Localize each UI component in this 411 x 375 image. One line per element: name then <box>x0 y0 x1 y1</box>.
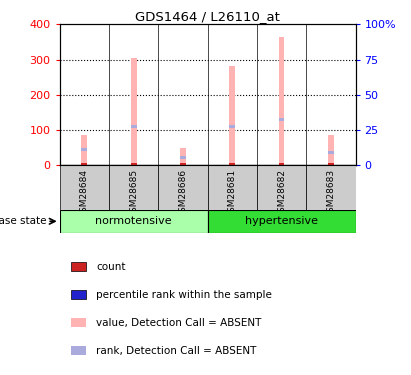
Bar <box>208 210 356 232</box>
Bar <box>71 346 85 355</box>
Bar <box>306 165 356 210</box>
Text: GSM28685: GSM28685 <box>129 169 138 218</box>
Bar <box>71 318 85 327</box>
Bar <box>81 148 87 151</box>
Bar <box>71 290 85 299</box>
Bar <box>229 164 235 165</box>
Bar <box>279 118 284 121</box>
Text: count: count <box>96 262 125 272</box>
Text: normotensive: normotensive <box>95 216 172 226</box>
Text: rank, Detection Call = ABSENT: rank, Detection Call = ABSENT <box>96 346 256 356</box>
Bar <box>131 125 136 128</box>
Bar <box>257 165 306 210</box>
Bar <box>328 151 334 154</box>
Bar <box>71 262 85 271</box>
Bar <box>328 135 334 165</box>
Text: percentile rank within the sample: percentile rank within the sample <box>96 290 272 300</box>
Bar <box>158 165 208 210</box>
Text: GSM28686: GSM28686 <box>178 169 187 218</box>
Bar <box>81 164 87 165</box>
Bar <box>180 164 186 165</box>
Bar <box>328 164 334 165</box>
Bar <box>81 135 87 165</box>
Bar <box>109 165 158 210</box>
Bar <box>60 165 109 210</box>
Bar <box>279 37 284 165</box>
Bar <box>229 125 235 128</box>
Text: disease state: disease state <box>0 216 46 226</box>
Text: GSM28683: GSM28683 <box>326 169 335 218</box>
Text: hypertensive: hypertensive <box>245 216 318 226</box>
Bar <box>208 165 257 210</box>
Bar <box>180 148 186 165</box>
Bar <box>229 66 235 165</box>
Text: GSM28682: GSM28682 <box>277 169 286 218</box>
Text: GSM28684: GSM28684 <box>80 169 89 218</box>
Title: GDS1464 / L26110_at: GDS1464 / L26110_at <box>135 10 280 23</box>
Text: GSM28681: GSM28681 <box>228 169 237 218</box>
Bar <box>131 164 136 165</box>
Bar <box>131 58 136 165</box>
Text: value, Detection Call = ABSENT: value, Detection Call = ABSENT <box>96 318 261 328</box>
Bar <box>60 210 208 232</box>
Bar <box>180 156 186 159</box>
Bar <box>279 164 284 165</box>
